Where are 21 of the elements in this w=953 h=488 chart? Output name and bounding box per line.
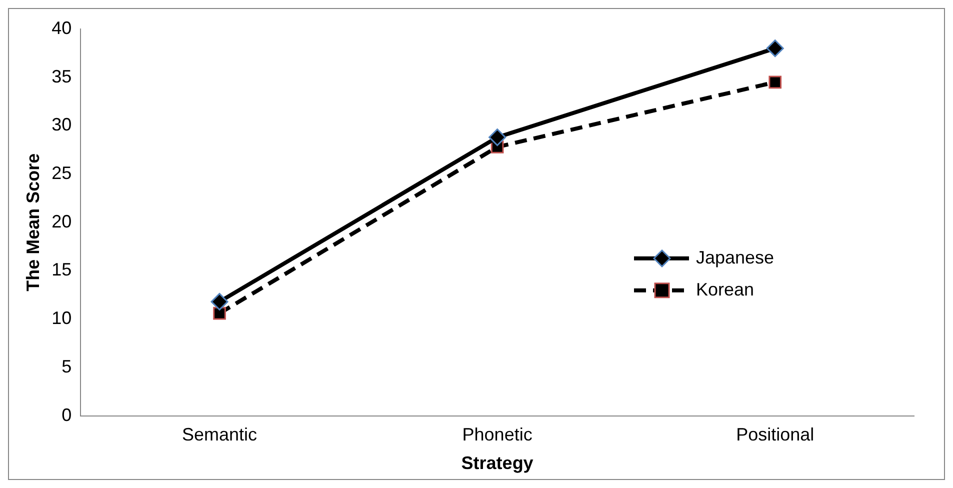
y-tick-label: 30 [52, 114, 72, 135]
y-tick-label: 0 [62, 404, 72, 425]
y-tick-label: 35 [52, 66, 72, 86]
y-tick-label: 15 [52, 260, 72, 280]
point [768, 76, 782, 89]
point [488, 128, 506, 146]
y-tick-label: 40 [52, 18, 72, 38]
point [766, 40, 784, 58]
y-axis-title: The Mean Score [22, 153, 43, 292]
y-tick-label: 10 [52, 308, 72, 328]
point [213, 306, 226, 320]
legend-label: Korean [696, 279, 754, 300]
y-tick-label: 5 [62, 356, 72, 376]
x-tick-label: Positional [736, 424, 814, 445]
legend-label: Japanese [696, 247, 774, 268]
x-axis-title: Strategy [461, 453, 534, 474]
point [210, 292, 228, 310]
x-tick-label: Phonetic [462, 424, 532, 445]
x-tick-label: Semantic [182, 424, 258, 445]
y-tick-label: 25 [52, 163, 72, 184]
y-tick-label: 20 [52, 211, 72, 232]
